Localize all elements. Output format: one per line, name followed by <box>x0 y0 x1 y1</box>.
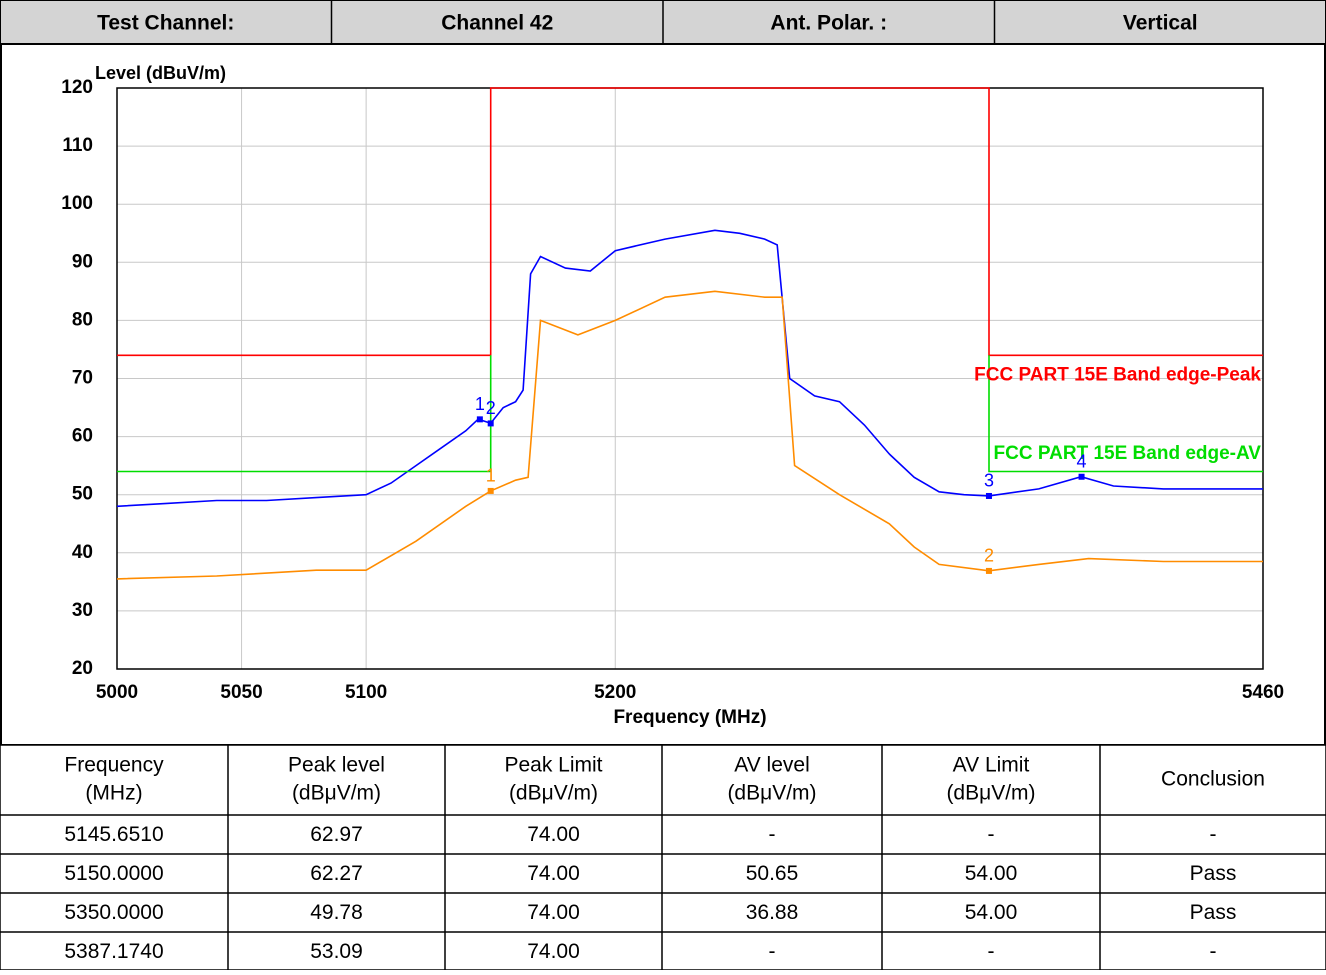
table-cell: - <box>1210 823 1217 846</box>
table-cell: 5145.6510 <box>64 823 163 846</box>
table-header-cell: AV Limit <box>953 754 1030 777</box>
table-cell: 5387.1740 <box>64 940 163 963</box>
table-cell: - <box>769 940 776 963</box>
table-cell: - <box>1210 940 1217 963</box>
limit-label: FCC PART 15E Band edge-Peak <box>974 365 1261 386</box>
marker <box>1078 473 1085 480</box>
series-line <box>116 290 1263 580</box>
y-tick-label: 80 <box>72 309 93 330</box>
table-cell: Pass <box>1190 862 1237 885</box>
table-cell: Pass <box>1190 901 1237 924</box>
table-bg <box>0 744 1326 971</box>
header-cell: Test Channel: <box>97 12 234 35</box>
table-cell: 74.00 <box>527 940 580 963</box>
table-cell: 53.09 <box>310 940 363 963</box>
table-header-cell: (dBμV/m) <box>727 782 816 805</box>
series-line <box>116 229 1263 508</box>
y-tick-label: 50 <box>72 484 93 505</box>
y-tick-label: 40 <box>72 542 93 563</box>
marker-label: 1 <box>475 394 485 414</box>
table-cell: 5150.0000 <box>64 862 163 885</box>
x-tick-label: 5050 <box>220 682 262 703</box>
marker-label: 2 <box>984 546 994 566</box>
table-header-cell: Peak level <box>288 754 385 777</box>
table-header-cell: (dBμV/m) <box>292 782 381 805</box>
y-tick-label: 100 <box>61 193 93 214</box>
y-axis-label: Level (dBuV/m) <box>95 63 226 83</box>
table-cell: 54.00 <box>965 862 1018 885</box>
table-cell: 5350.0000 <box>64 901 163 924</box>
marker-label: 1 <box>486 466 496 486</box>
x-axis-label: Frequency (MHz) <box>613 707 766 728</box>
y-tick-label: 110 <box>62 135 93 156</box>
table-cell: - <box>769 823 776 846</box>
y-tick-label: 30 <box>72 600 93 621</box>
chart-area <box>0 43 1326 746</box>
marker <box>985 492 992 499</box>
table-cell: 74.00 <box>527 823 580 846</box>
x-tick-label: 5100 <box>345 682 387 703</box>
table-header-cell: (MHz) <box>85 782 142 805</box>
header-cell: Channel 42 <box>441 12 553 35</box>
y-tick-label: 70 <box>72 368 93 389</box>
table-cell: 54.00 <box>965 901 1018 924</box>
table-header-cell: (dBμV/m) <box>509 782 598 805</box>
table-header-cell: Peak Limit <box>504 754 602 777</box>
marker <box>476 416 483 423</box>
table-cell: 50.65 <box>746 862 799 885</box>
y-tick-label: 20 <box>72 658 93 679</box>
table-cell: 49.78 <box>310 901 363 924</box>
header-cell: Ant. Polar. : <box>770 12 887 35</box>
table-header-cell: AV level <box>734 754 809 777</box>
series-line <box>117 87 1263 357</box>
marker <box>985 567 992 574</box>
table-cell: 62.27 <box>310 862 363 885</box>
header-cell: Vertical <box>1123 12 1198 35</box>
x-tick-label: 5000 <box>96 682 138 703</box>
x-tick-label: 5460 <box>1242 682 1284 703</box>
table-cell: 62.97 <box>310 823 363 846</box>
series-line <box>117 355 1263 473</box>
table-cell: 74.00 <box>527 862 580 885</box>
y-tick-label: 90 <box>72 251 93 272</box>
table-cell: - <box>988 823 995 846</box>
marker <box>487 487 494 494</box>
marker-label: 3 <box>984 471 994 491</box>
marker-label: 2 <box>486 398 496 418</box>
marker-label: 4 <box>1077 451 1087 471</box>
table-header-cell: Conclusion <box>1161 768 1265 791</box>
table-cell: - <box>988 940 995 963</box>
limit-label: FCC PART 15E Band edge-AV <box>994 443 1262 464</box>
table-cell: 74.00 <box>527 901 580 924</box>
table-cell: 36.88 <box>746 901 799 924</box>
y-tick-label: 120 <box>61 77 93 98</box>
table-header-cell: (dBμV/m) <box>946 782 1035 805</box>
y-tick-label: 60 <box>72 426 93 447</box>
marker <box>487 420 494 427</box>
x-tick-label: 5200 <box>594 682 636 703</box>
table-header-cell: Frequency <box>64 754 164 777</box>
